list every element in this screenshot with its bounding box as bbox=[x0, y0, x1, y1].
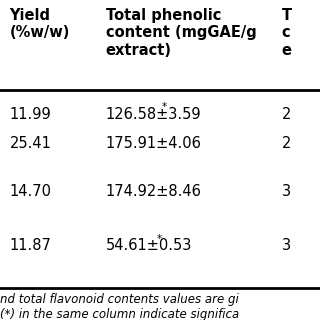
Text: 3: 3 bbox=[282, 184, 291, 199]
Text: 14.70: 14.70 bbox=[10, 184, 52, 199]
Text: 3: 3 bbox=[282, 238, 291, 253]
Text: 11.87: 11.87 bbox=[10, 238, 52, 253]
Text: nd total flavonoid contents values are gi: nd total flavonoid contents values are g… bbox=[0, 293, 239, 306]
Text: *: * bbox=[157, 234, 162, 244]
Text: Yield
(%w/w): Yield (%w/w) bbox=[10, 8, 70, 40]
Text: *: * bbox=[162, 102, 167, 112]
Text: 175.91±4.06: 175.91±4.06 bbox=[106, 136, 202, 151]
Text: (*) in the same column indicate significa: (*) in the same column indicate signific… bbox=[0, 308, 239, 320]
Text: 174.92±8.46: 174.92±8.46 bbox=[106, 184, 202, 199]
Text: 2: 2 bbox=[282, 107, 291, 122]
Text: 11.99: 11.99 bbox=[10, 107, 51, 122]
Text: 25.41: 25.41 bbox=[10, 136, 52, 151]
Text: 2: 2 bbox=[282, 136, 291, 151]
Text: 126.58±3.59: 126.58±3.59 bbox=[106, 107, 201, 122]
Text: T
c
e: T c e bbox=[282, 8, 292, 58]
Text: Total phenolic
content (mgGAE/g
extract): Total phenolic content (mgGAE/g extract) bbox=[106, 8, 256, 58]
Text: 54.61±0.53: 54.61±0.53 bbox=[106, 238, 192, 253]
